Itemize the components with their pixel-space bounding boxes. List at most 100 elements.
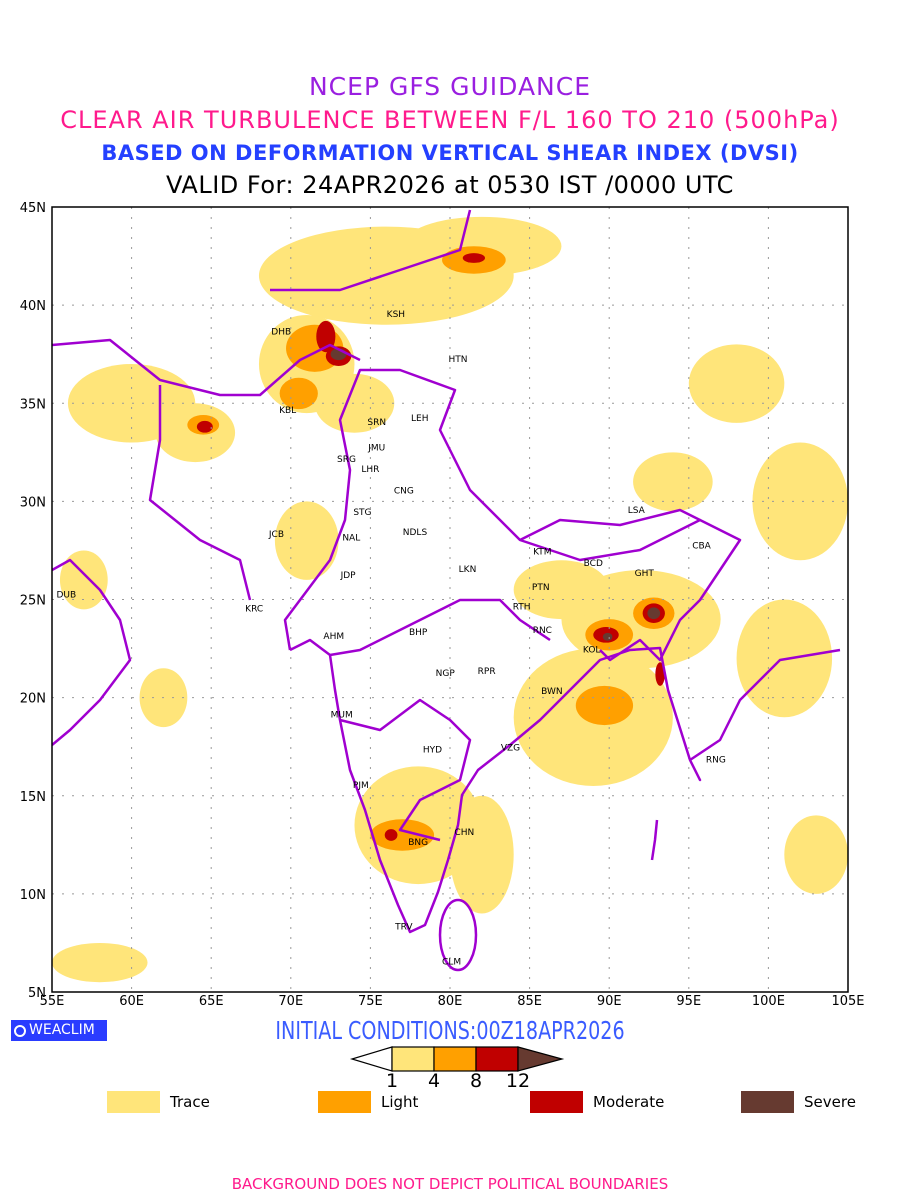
turbulence-trace-area [633, 452, 713, 512]
turbulence-moderate-area [462, 253, 486, 263]
turbulence-trace-area [450, 795, 514, 914]
pakistan-west-border [148, 385, 252, 601]
city-label-leh: LEH [411, 414, 428, 424]
lon-tick-label: 85E [517, 994, 542, 1009]
colorbar-severe-arrow [517, 1046, 565, 1072]
city-label-bcd: BCD [584, 559, 603, 569]
lon-tick-label: 55E [40, 994, 65, 1009]
china-border [270, 209, 472, 292]
turbulence-light-area [575, 685, 634, 726]
andaman-islands [650, 819, 659, 861]
city-label-rpr: RPR [478, 667, 496, 677]
city-label-jmu: JMU [367, 443, 385, 453]
colorbar-tick: 8 [469, 1070, 483, 1092]
colorbar-light [433, 1046, 477, 1072]
city-label-bwn: BWN [541, 687, 563, 697]
legend-swatch [107, 1091, 160, 1113]
lat-tick-label: 45N [20, 201, 46, 216]
legend-swatch [530, 1091, 583, 1113]
boundaries [52, 209, 841, 972]
colorbar-tick: 1 [385, 1070, 399, 1092]
colorbar [349, 1046, 565, 1072]
lon-tick-label: 75E [358, 994, 383, 1009]
state-lines [329, 598, 551, 657]
turbulence-moderate-area [196, 420, 213, 433]
legend-swatch [741, 1091, 794, 1113]
lat-tick-label: 30N [20, 495, 46, 510]
colorbar-trace [391, 1046, 435, 1072]
city-label-stg: STG [353, 508, 371, 518]
axis-ticks: 55E 60E 65E 70E 75E 80E 85E 90E 95E 100E 105E 45N 40… [20, 201, 865, 1009]
city-label-lsa: LSA [628, 506, 646, 516]
city-label-trv: TRV [394, 922, 413, 932]
legend-label: Severe [804, 1093, 856, 1111]
turbulence-trace-area [688, 344, 785, 423]
city-label-ktm: KTM [533, 547, 551, 557]
legend-light: Light [318, 1091, 418, 1113]
colorbar-under-arrow [349, 1046, 393, 1072]
turbulence-trace-area [402, 216, 562, 276]
city-label-cba: CBA [692, 542, 711, 552]
india-west-coast [289, 638, 702, 934]
footer-disclaimer: BACKGROUND DOES NOT DEPICT POLITICAL BOU… [231, 1175, 669, 1193]
city-label-jcb: JCB [268, 530, 284, 540]
city-label-dhb: DHB [271, 328, 291, 338]
city-label-clm: CLM [442, 958, 461, 968]
lon-tick-label: 80E [438, 994, 463, 1009]
city-label-mum: MUM [331, 710, 353, 720]
legend-trace: Trace [107, 1091, 210, 1113]
chart-subtitle: CLEAR AIR TURBULENCE BETWEEN F/L 160 TO … [60, 106, 840, 134]
lon-tick-label: 65E [199, 994, 224, 1009]
city-label-ahm: AHM [323, 632, 344, 642]
city-label-hyd: HYD [423, 746, 442, 756]
city-label-lhr: LHR [361, 465, 379, 475]
turbulence-trace-area [314, 373, 395, 433]
lon-tick-label: 70E [278, 994, 303, 1009]
turbulence-trace-area [784, 815, 848, 894]
legend-label: Moderate [593, 1093, 665, 1111]
turbulence-fills [52, 216, 848, 983]
city-label-chn: CHN [454, 828, 474, 838]
city-label-dub: DUB [56, 591, 76, 601]
city-label-bhp: BHP [409, 628, 428, 638]
city-label-nal: NAL [342, 534, 360, 544]
lat-tick-label: 15N [20, 790, 46, 805]
india-outline [283, 368, 742, 662]
turbulence-light-area [279, 377, 318, 410]
city-label-kbl: KBL [279, 406, 296, 416]
city-label-vzg: VZG [501, 744, 520, 754]
initial-conditions: INITIAL CONDITIONS:00Z18APR2026 [275, 1016, 625, 1045]
lat-tick-label: 10N [20, 888, 46, 903]
legend-label: Light [381, 1093, 419, 1111]
city-label-ngp: NGP [436, 669, 456, 679]
state-lines-south [339, 698, 472, 842]
city-label-rth: RTH [513, 602, 531, 612]
pakistan-afghan-border [52, 338, 361, 397]
lon-tick-label: 60E [119, 994, 144, 1009]
lon-tick-label: 100E [752, 994, 785, 1009]
lat-tick-label: 20N [20, 692, 46, 707]
map-frame [51, 206, 849, 993]
sri-lanka [438, 898, 478, 972]
tibet-border [519, 508, 701, 542]
city-label-ptn: PTN [532, 583, 550, 593]
chart-title: NCEP GFS GUIDANCE [308, 72, 591, 101]
arabia-coast [52, 558, 132, 746]
lat-tick-label: 35N [20, 397, 46, 412]
turbulence-trace-area [59, 550, 108, 610]
turbulence-moderate-area [384, 829, 398, 841]
turbulence-trace-area [52, 942, 148, 983]
city-labels: DHB KSH HTN KBL SRN LEH JMU SRG LHR CNG STG NAL NDLS… [56, 310, 725, 968]
city-label-srg: SRG [337, 455, 356, 465]
city-label-srn: SRN [367, 418, 386, 428]
turbulence-trace-area [274, 501, 339, 580]
logo-text: WEACLIM [29, 1022, 95, 1038]
city-label-rnc: RNC [533, 626, 552, 636]
colorbar-tick: 4 [427, 1070, 441, 1092]
city-label-ksh: KSH [387, 310, 405, 320]
turbulence-trace-area [513, 560, 610, 620]
lat-tick-label: 5N [28, 986, 46, 1001]
valid-time: VALID For: 24APR2026 at 0530 IST /0000 U… [166, 171, 734, 199]
